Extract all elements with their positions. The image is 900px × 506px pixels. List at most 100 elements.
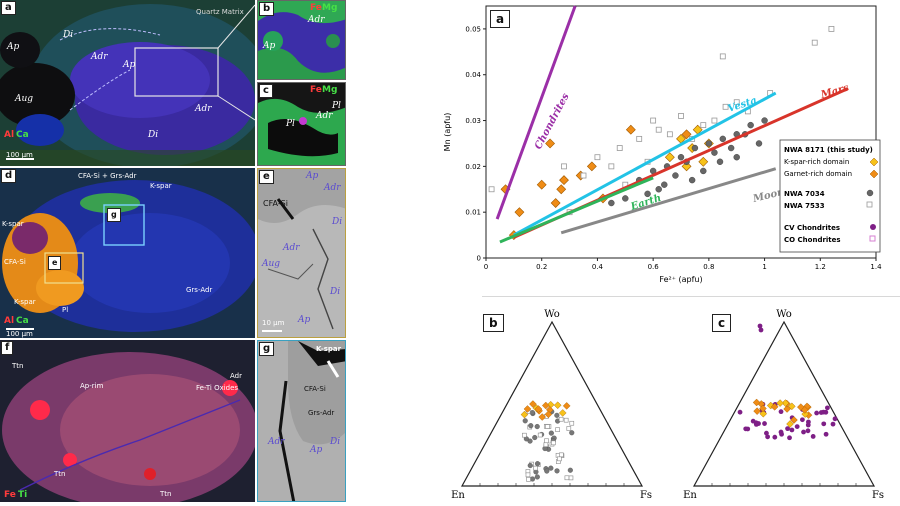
panel-e-text-di: Di — [332, 217, 343, 227]
ternary-c-point-cv-chondrite — [825, 405, 830, 411]
panel-a-text-ap-2: Ap — [123, 60, 136, 70]
ternary-c-point-cv-chondrite — [765, 434, 771, 440]
panel-d-scale: 100 μm — [6, 330, 33, 338]
ternary-b-point-nwa7533 — [525, 472, 531, 478]
ternary-c-point-cv-chondrite — [821, 421, 827, 427]
ternary-c-panel: Wo En Fs c — [668, 300, 900, 502]
chart-a-xtick-label: 1.2 — [815, 263, 826, 271]
ternary-c-point-cv-chondrite — [757, 323, 763, 329]
chart-a-point-nwa-7533 — [828, 26, 835, 32]
chart-a-line-chondrites — [495, 5, 577, 220]
chart-a-ytick-label: 0.01 — [465, 209, 481, 217]
chart-a-point-nwa-7533 — [561, 163, 567, 170]
ternary-b-point-nwa8171 — [520, 410, 529, 419]
chart-a-legend-garnet-label: Garnet-rich domain — [784, 170, 852, 178]
chart-a-legend-nwa7034-label: NWA 7034 — [784, 190, 825, 198]
ternary-b-point-nwa8171 — [553, 401, 562, 409]
chart-a-legend-nwa7034-marker — [866, 189, 874, 197]
chart-a-point-nwa-7533 — [666, 131, 673, 138]
panel-c-text-adr: Adr — [316, 111, 333, 121]
chart-a-legend-co-marker — [869, 235, 876, 242]
chart-a-point-nwa-7034 — [747, 121, 754, 129]
chart-a-point-nwa-7533 — [811, 39, 818, 46]
chart-a-xtick-label: 0 — [484, 263, 488, 271]
ternary-c-point-cv-chondrite — [789, 427, 795, 433]
ternary-c-apex-left: En — [683, 490, 697, 501]
ternary-c-point-cv-chondrite — [772, 434, 778, 440]
panel-f-legend-fe: Fe — [4, 490, 16, 500]
chart-a-xtick-label: 0.8 — [703, 263, 714, 271]
ternary-c-point-cv-chondrite — [750, 418, 756, 424]
chart-a-xtick-label: 1 — [762, 263, 766, 271]
ternary-b-point-nwa7533 — [563, 417, 569, 423]
chart-a-point-garnet-rich-domain — [536, 179, 547, 190]
ternary-c-point-cv-chondrite — [785, 426, 790, 432]
chart-a-point-k-spar-rich-domain — [664, 152, 675, 163]
ternary-b-point-nwa7533 — [566, 426, 572, 431]
panel-d-label: d — [1, 169, 17, 183]
chart-a-ytick-label: 0.02 — [465, 163, 481, 171]
ternary-c-apex-top: Wo — [776, 309, 792, 320]
ternary-c-apex-right: Fs — [872, 490, 884, 501]
chart-a-point-nwa-7034 — [755, 140, 763, 147]
chart-a-point-k-spar-rich-domain — [698, 156, 709, 167]
ternary-c-point-cv-chondrite — [787, 435, 792, 441]
ternary-c-point-nwa8171 — [766, 401, 775, 410]
ternary-c-label: c — [712, 314, 732, 332]
panel-c-legend-fe: Fe — [310, 85, 322, 95]
chart-a-point-nwa-7034 — [688, 176, 696, 184]
panel-g-text-grs-adr: Grs-Adr — [308, 409, 335, 417]
panel-d-text-pl: Pl — [62, 306, 69, 314]
panel-b-element-map: b Fe Mg Adr Ap — [257, 0, 346, 80]
panel-f-text-ttn-3: Ttn — [160, 490, 172, 498]
panel-a-text-aug: Aug — [15, 94, 34, 104]
ternary-c-point-cv-chondrite — [823, 409, 829, 415]
ternary-b-point-nwa8171 — [542, 401, 550, 410]
ternary-c-point-cv-chondrite — [737, 409, 743, 415]
ternary-c-point-nwa8171 — [752, 398, 761, 407]
chart-a-point-nwa-7533 — [733, 99, 740, 106]
chart-a-legend-nwa7533-label: NWA 7533 — [784, 202, 825, 210]
panel-e-text-ap-2: Ap — [298, 315, 311, 325]
panel-g-text-cfa: CFA-Si — [304, 385, 326, 393]
chart-a-point-garnet-rich-domain — [681, 129, 692, 140]
panel-b-label: b — [259, 2, 275, 16]
ternary-c-point-nwa8171 — [786, 420, 794, 428]
panel-g-text-di: Di — [330, 437, 341, 447]
ternary-c-point-cv-chondrite — [764, 430, 769, 436]
ternary-b-point-nwa7533 — [568, 475, 574, 481]
ternary-b-point-nwa7034 — [527, 462, 533, 469]
panel-d-text-grs-adr: Grs-Adr — [186, 286, 213, 294]
chart-a-xlabel: Fe²⁺ (apfu) — [659, 275, 702, 284]
ternary-c-point-cv-chondrite — [830, 421, 836, 427]
panel-e-text-aug: Aug — [262, 259, 281, 269]
panel-f-text-adr: Adr — [230, 372, 242, 380]
chart-a-point-nwa-7034 — [700, 167, 707, 175]
chart-a-point-garnet-rich-domain — [545, 138, 555, 149]
panel-a-text-ap: Ap — [7, 42, 20, 52]
ternary-b-point-nwa8171 — [534, 405, 543, 413]
ternary-b-point-nwa7034 — [529, 476, 536, 482]
chart-a-line-moon — [560, 167, 777, 235]
ternary-c-point-cv-chondrite — [814, 410, 820, 416]
panel-f-map-graphic — [0, 340, 255, 502]
chart-a-line-vesta — [513, 91, 777, 237]
ternary-b-point-nwa7034 — [534, 474, 540, 480]
ternary-b-point-nwa7533 — [569, 420, 575, 426]
panel-a-legend-al: Al — [4, 130, 15, 140]
section-divider — [482, 296, 900, 297]
ternary-b-apex-top: Wo — [544, 309, 560, 320]
panel-e-text-cfa: CFA-Si — [263, 199, 288, 208]
chart-a-point-garnet-rich-domain — [625, 124, 636, 135]
chart-a-point-nwa-7034 — [672, 172, 679, 179]
panel-b-text-ap: Ap — [263, 41, 276, 51]
ternary-b-point-nwa7533 — [559, 452, 564, 458]
ternary-c-point-nwa8171 — [753, 407, 761, 415]
ternary-b-point-nwa7034 — [527, 438, 533, 444]
chart-a-legend-kspar-label: K-spar-rich domain — [784, 158, 849, 166]
chart-a-line-earth — [499, 176, 654, 244]
chart-a-point-nwa-7034 — [705, 140, 713, 147]
ternary-c-point-cv-chondrite — [762, 421, 767, 426]
ternary-b-point-nwa7533 — [564, 475, 570, 481]
ternary-c-point-nwa8171 — [776, 399, 784, 407]
